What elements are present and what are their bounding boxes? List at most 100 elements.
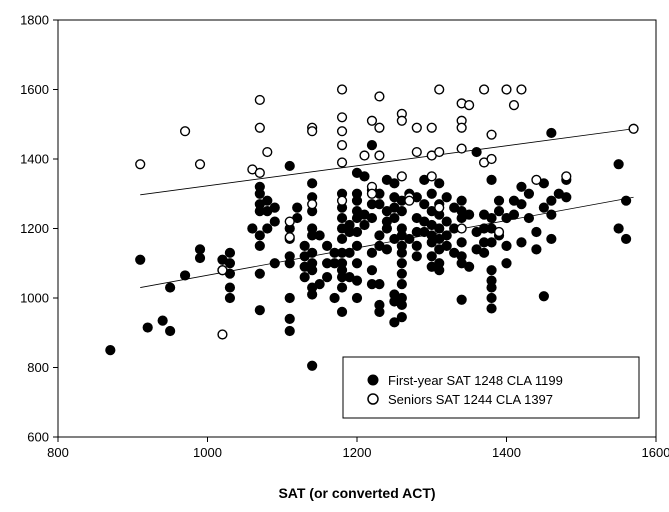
senior-point	[374, 91, 385, 102]
first-year-point	[314, 279, 325, 290]
first-year-point	[434, 265, 445, 276]
first-year-point	[307, 178, 318, 189]
first-year-point	[538, 291, 549, 302]
senior-point	[359, 150, 370, 161]
first-year-point	[411, 240, 422, 251]
senior-point	[284, 232, 295, 243]
first-year-point	[538, 202, 549, 213]
first-year-point	[493, 206, 505, 217]
first-year-point	[314, 230, 325, 241]
first-year-point	[262, 195, 273, 206]
senior-point	[366, 115, 378, 126]
first-year-point	[493, 195, 505, 206]
first-year-point	[441, 216, 452, 227]
first-year-point	[254, 240, 265, 251]
senior-point	[501, 84, 512, 95]
first-year-point	[366, 140, 378, 151]
senior-point	[254, 94, 265, 106]
senior-point	[336, 157, 348, 168]
first-year-point	[142, 322, 153, 333]
senior-point	[508, 100, 520, 111]
senior-point	[561, 171, 572, 182]
first-year-point	[374, 306, 385, 317]
first-year-point	[396, 312, 407, 323]
first-year-point	[359, 171, 370, 182]
first-year-point	[336, 306, 348, 317]
first-year-point	[531, 244, 542, 255]
first-year-point	[336, 282, 348, 293]
first-year-point	[366, 247, 378, 258]
first-year-point	[621, 195, 632, 206]
legend-label-seniors: Seniors SAT 1244 CLA 1397	[388, 392, 553, 407]
seniors-trendline	[140, 128, 634, 196]
first-year-point	[441, 240, 452, 251]
first-year-point	[426, 188, 437, 199]
first-year-point	[336, 212, 348, 224]
first-year-point	[336, 233, 348, 245]
first-year-point	[381, 244, 392, 255]
first-year-point	[546, 127, 557, 139]
first-year-point	[359, 219, 370, 231]
senior-point	[486, 153, 497, 165]
first-year-point	[307, 247, 318, 258]
first-year-point	[329, 292, 340, 304]
senior-point	[456, 143, 467, 154]
first-year-point	[501, 258, 512, 269]
first-year-point	[396, 247, 407, 258]
first-year-point	[508, 209, 520, 220]
senior-point	[217, 329, 228, 340]
senior-point	[426, 171, 437, 182]
first-year-point	[486, 174, 497, 185]
first-year-point	[411, 251, 422, 262]
senior-point	[194, 159, 206, 170]
first-year-point	[396, 299, 407, 311]
first-year-point	[194, 252, 206, 264]
senior-point	[336, 195, 348, 206]
x-tick-label: 1200	[343, 445, 372, 460]
first-year-point	[389, 212, 400, 224]
first-year-point	[179, 270, 191, 281]
first-year-point	[135, 254, 146, 265]
legend-label-first-year: First-year SAT 1248 CLA 1199	[388, 373, 563, 388]
first-year-point	[621, 233, 632, 245]
first-year-point	[284, 325, 295, 337]
first-year-point	[351, 226, 363, 238]
senior-point	[628, 123, 639, 134]
senior-point	[374, 122, 385, 133]
first-year-point	[516, 181, 527, 192]
first-year-point	[471, 146, 482, 158]
legend-marker-seniors	[367, 393, 379, 405]
first-year-point	[434, 223, 445, 234]
y-tick-label: 1000	[20, 291, 49, 306]
first-year-point	[157, 315, 168, 326]
first-year-point	[486, 237, 497, 248]
first-year-point	[546, 195, 557, 206]
senior-point	[135, 159, 146, 170]
first-year-point	[486, 212, 497, 224]
first-year-point	[434, 178, 445, 189]
first-year-point	[501, 240, 512, 251]
first-year-point	[381, 223, 392, 234]
first-year-point	[396, 206, 407, 217]
senior-point	[254, 122, 265, 133]
x-tick-label: 1400	[492, 445, 521, 460]
senior-point	[404, 195, 415, 206]
first-year-point	[254, 230, 265, 241]
first-year-point	[322, 240, 333, 251]
first-year-point	[426, 251, 437, 262]
senior-point	[336, 140, 348, 151]
first-year-point	[516, 199, 527, 210]
senior-point	[456, 122, 467, 133]
first-year-point	[464, 209, 475, 220]
first-year-point	[165, 282, 176, 293]
legend: First-year SAT 1248 CLA 1199 Seniors SAT…	[342, 356, 640, 419]
first-year-point	[307, 360, 318, 371]
first-year-point	[478, 247, 490, 258]
first-year-point	[254, 188, 265, 199]
first-year-point	[531, 226, 542, 238]
y-tick-label: 1400	[20, 152, 49, 167]
first-year-point	[374, 230, 385, 241]
senior-point	[434, 202, 445, 213]
x-axis: 800 1000 1200 1400 1600	[47, 437, 669, 460]
senior-point	[336, 126, 348, 137]
